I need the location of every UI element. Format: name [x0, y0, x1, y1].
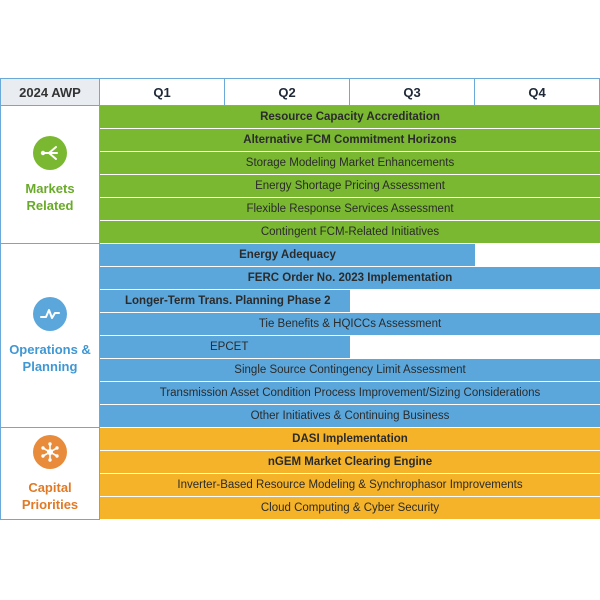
quarter-header-q1: Q1 — [99, 78, 225, 106]
initiative-bar: Other Initiatives & Continuing Business — [100, 405, 600, 427]
category-label-line2: Planning — [22, 358, 78, 374]
category-markets: Markets Related — [0, 106, 100, 243]
category-operations: Operations & Planning — [0, 244, 100, 427]
initiative-bar: Energy Shortage Pricing Assessment — [100, 175, 600, 197]
initiative-bar: Single Source Contingency Limit Assessme… — [100, 359, 600, 381]
network-hub-icon — [33, 434, 67, 469]
initiative-bar: EPCET — [100, 336, 350, 358]
initiative-bar: Alternative FCM Commitment Horizons — [100, 129, 600, 151]
initiative-bar: Cloud Computing & Cyber Security — [100, 497, 600, 519]
initiative-bar: DASI Implementation — [100, 428, 600, 450]
initiative-bar: Energy Adequacy — [100, 244, 475, 266]
category-label-line1: Operations & — [9, 341, 91, 357]
initiative-bar: Longer-Term Trans. Planning Phase 2 — [100, 290, 350, 312]
category-label-line1: Markets — [25, 180, 75, 196]
category-label-line2: Related — [26, 197, 74, 213]
awp-roadmap: 2024 AWP Q1 Q2 Q3 Q4 Markets Related — [0, 78, 600, 520]
initiative-bar: Tie Benefits & HQICCs Assessment — [100, 313, 600, 335]
category-label-line2: Priorities — [21, 496, 79, 512]
waveform-icon — [33, 296, 67, 331]
initiative-bar: Inverter-Based Resource Modeling & Synch… — [100, 474, 600, 496]
branch-arrows-icon — [33, 135, 67, 170]
quarter-header-q2: Q2 — [224, 78, 350, 106]
initiative-bar: Contingent FCM-Related Initiatives — [100, 221, 600, 243]
initiative-bar: Transmission Asset Condition Process Imp… — [100, 382, 600, 404]
initiative-bar: nGEM Market Clearing Engine — [100, 451, 600, 473]
initiative-bar: FERC Order No. 2023 Implementation — [100, 267, 600, 289]
quarter-header-q4: Q4 — [474, 78, 600, 106]
initiative-bar: Storage Modeling Market Enhancements — [100, 152, 600, 174]
awp-header: 2024 AWP — [0, 78, 100, 106]
quarter-header-q3: Q3 — [349, 78, 475, 106]
initiative-bar: Resource Capacity Accreditation — [100, 106, 600, 128]
category-capital: Capital Priorities — [0, 428, 100, 520]
initiative-bar: Flexible Response Services Assessment — [100, 198, 600, 220]
category-label-line1: Capital — [28, 479, 72, 495]
